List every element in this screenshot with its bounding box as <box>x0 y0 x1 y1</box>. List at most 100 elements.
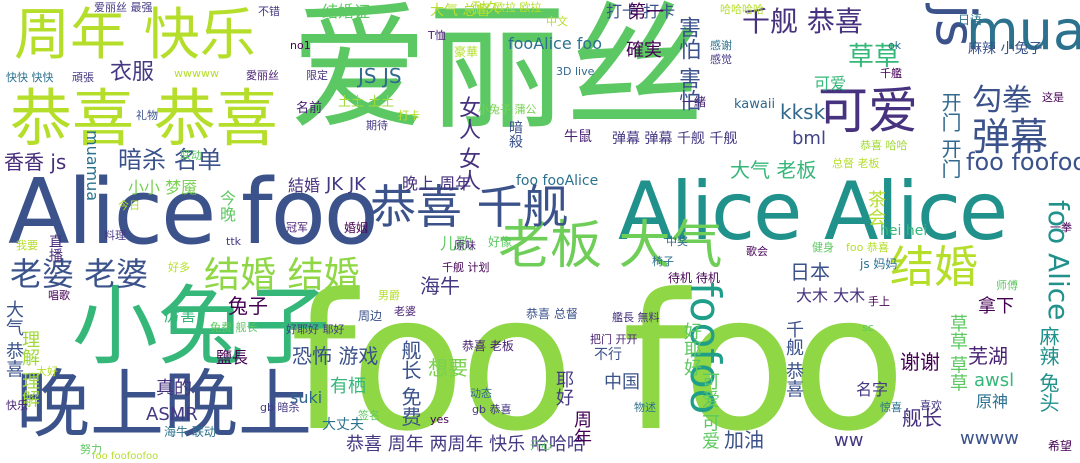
word-cloud-item: 暗杀 名单 <box>118 146 222 174</box>
word-cloud-item: 晚上 周年 <box>402 174 472 193</box>
word-cloud-item: gb 恭喜 <box>472 403 512 416</box>
word-cloud-item: 小小 梦魇 <box>128 178 198 197</box>
word-cloud-item: 弹幕 弹幕 千舰 千舰 <box>612 131 738 147</box>
word-cloud-item: 打卡 <box>398 109 420 122</box>
word-cloud-item: 衣服 <box>110 60 155 85</box>
word-cloud-item: 耐久 <box>472 1 500 17</box>
word-cloud-item: js <box>924 4 987 48</box>
word-cloud-item: 爱丽丝 最强 <box>94 1 153 14</box>
word-cloud-item: 草草 草草 <box>947 314 968 392</box>
word-cloud-item: 有栖 <box>330 376 366 397</box>
word-cloud-item: 3D live <box>556 65 595 78</box>
word-cloud-item: 舰长 <box>902 406 942 430</box>
word-cloud-item: 恭喜 总督 <box>526 307 578 321</box>
word-cloud-item: 周年 快乐 <box>14 3 256 68</box>
word-cloud-item: 可爱 <box>818 82 918 140</box>
word-cloud-item: 香香 js <box>4 150 67 174</box>
word-cloud-item: 千舰 计划 <box>442 261 490 274</box>
word-cloud-item: 我要 <box>16 239 38 252</box>
word-cloud-item: 结婚证 <box>322 2 371 21</box>
word-cloud-item: 直播 <box>47 234 63 262</box>
word-cloud-item: 老婆 老婆 <box>10 255 149 293</box>
word-cloud-item: 师傅 <box>996 279 1018 292</box>
word-cloud-item: 確実 <box>626 40 662 61</box>
word-cloud-item: 大丈夫 <box>322 417 364 433</box>
word-cloud-item: 一拳 <box>1050 221 1072 234</box>
word-cloud-item: awsl <box>974 370 1015 391</box>
word-cloud-item: foo Alice <box>1042 200 1075 321</box>
word-cloud-item: 今日 <box>118 199 140 212</box>
word-cloud-item: 恭喜 老板 <box>462 339 514 353</box>
word-cloud-item: 把门 开开 <box>590 333 638 346</box>
word-cloud-item: 爱丽丝 <box>290 0 705 149</box>
word-cloud-item: 耶好 <box>553 370 574 406</box>
word-cloud-item: wwww <box>960 428 1019 449</box>
word-cloud-item: 哈哈哈哈 <box>720 3 764 16</box>
word-cloud-item: muamua <box>83 130 102 202</box>
word-cloud-item: 中国 <box>604 372 640 393</box>
word-cloud-item: 麻辣 小兔子 <box>968 41 1043 57</box>
word-cloud-item: foo 恭喜 <box>846 241 889 254</box>
word-cloud-item: 千舰 恭喜 <box>783 320 804 398</box>
word-cloud-item: 感觉 <box>710 53 732 66</box>
word-cloud-item: 弹幕 <box>972 115 1049 159</box>
word-cloud-item: ww <box>834 430 864 451</box>
word-cloud-item: 老婆 <box>394 305 416 318</box>
word-cloud-item: 恭喜 哈哈 <box>860 139 908 152</box>
word-cloud-item: fooAlice foo <box>508 34 602 53</box>
word-cloud-item: 好多 <box>168 261 190 274</box>
word-cloud-item: 欧拉 欧拉 <box>494 1 542 14</box>
word-cloud-item: 厉害 <box>164 306 197 325</box>
word-cloud-item: hei hei <box>880 223 928 239</box>
word-cloud-item: foo foofoo <box>966 148 1080 176</box>
word-cloud-item: 結婚 <box>288 176 321 195</box>
word-cloud-item: 原味 <box>454 239 476 252</box>
word-cloud-item: 茶会 <box>865 190 886 226</box>
word-cloud-item: 真的 <box>156 378 192 399</box>
word-cloud-item: 总督 老板 <box>832 157 880 170</box>
word-cloud-item: 惊喜 <box>880 401 902 414</box>
word-cloud-item: wwwww <box>174 67 219 80</box>
word-cloud-item: 今晚 <box>217 190 236 222</box>
word-cloud-item: mua <box>966 0 1080 62</box>
word-cloud-item: foofoo <box>681 282 730 415</box>
word-cloud-item: 鹽長 <box>216 348 249 367</box>
word-cloud-item: no1 <box>290 39 311 52</box>
word-cloud-item: 免费 舰长 <box>210 321 258 334</box>
word-cloud-item: 唱歌 <box>48 289 70 302</box>
word-cloud-item: 手上 <box>868 295 890 308</box>
word-cloud-item: sc <box>862 321 874 334</box>
word-cloud-item: 拿下 <box>978 296 1014 317</box>
word-cloud-item: ttk <box>226 235 241 248</box>
word-cloud-item: 兔子 <box>228 294 268 318</box>
word-cloud-item: 好耶好 <box>681 322 702 376</box>
word-cloud-item: 日语 <box>958 13 983 27</box>
word-cloud-item: 开心 <box>530 439 552 452</box>
word-cloud-item: 限定 <box>306 69 328 82</box>
word-cloud-item: 恭喜 周年 两周年 快乐 哈哈哈 <box>346 434 585 455</box>
word-cloud-item: 联动 <box>180 149 202 162</box>
word-cloud-item: 想要 <box>428 356 468 380</box>
word-cloud-item: 物述 <box>634 401 656 414</box>
word-cloud-item: 不错 <box>258 5 280 18</box>
word-cloud-item: 冠军 <box>286 221 308 234</box>
word-cloud-item: 海牛 联动 <box>164 425 216 439</box>
word-cloud-item: 名字 <box>856 380 889 399</box>
word-cloud-item: 小兔子 蒲公 <box>478 103 537 116</box>
word-cloud-item: 芜湖 <box>968 344 1008 368</box>
word-cloud-item: 料理 <box>104 229 126 242</box>
word-cloud-item: JK JK <box>326 174 366 195</box>
word-cloud-item: 健身 <box>812 241 834 254</box>
word-cloud-item: foo foofoofoo <box>92 451 159 462</box>
word-cloud-item: 可爱 可爱 <box>699 372 720 450</box>
word-cloud-item: foo fooAlice <box>516 173 599 189</box>
word-cloud-item: 女人 女人 <box>455 96 480 191</box>
word-cloud-item: kawaii <box>734 97 776 112</box>
word-cloud-item: 开门 开门 <box>938 92 962 179</box>
word-cloud-item: 动态 <box>470 387 492 400</box>
word-cloud-item: 大木 大木 <box>796 286 866 305</box>
word-cloud-item: 中奖 <box>666 235 688 248</box>
word-cloud-item: 可爱 <box>814 74 847 93</box>
word-cloud-item: 结婚 结婚 <box>204 255 360 296</box>
